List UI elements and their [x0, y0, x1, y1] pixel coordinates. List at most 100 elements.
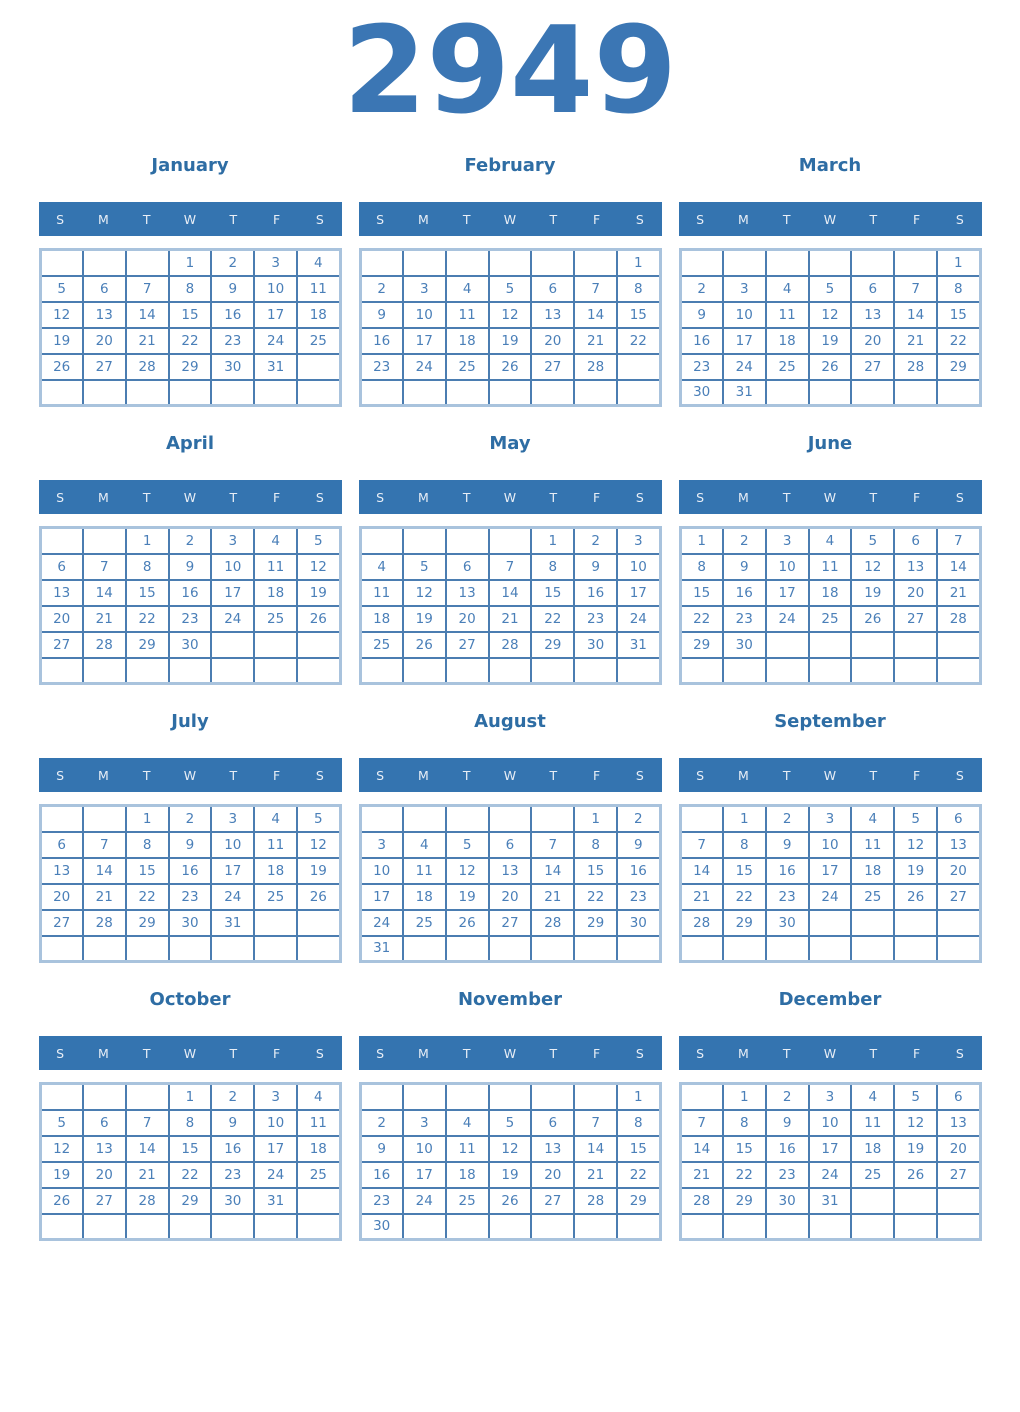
day-cell: 18 — [807, 578, 853, 607]
weekday-label: S — [635, 211, 644, 227]
day-cell: 5 — [296, 804, 341, 833]
day-cell: 3 — [359, 830, 404, 859]
month-days-table: 1 2 3 4 5 6 7 8 9 10 11 12 13 14 15 16 17 18 19 20 21 22 23 24 2… — [358, 804, 662, 963]
day-cell: 18 — [296, 300, 341, 329]
empty-day-cell — [850, 656, 896, 685]
empty-day-cell — [936, 378, 981, 407]
day-cell: 1 — [616, 1082, 661, 1111]
day-cell: 23 — [210, 326, 256, 355]
weekday-label: T — [549, 489, 558, 505]
day-cell: 8 — [124, 552, 170, 581]
weekday-label: S — [315, 489, 324, 505]
day-cell: 11 — [253, 552, 299, 581]
day-cell: 17 — [401, 326, 447, 355]
day-cell: 11 — [764, 300, 810, 329]
day-cell: 6 — [936, 1082, 981, 1111]
empty-day-cell — [167, 934, 213, 963]
week-row: 1 — [359, 248, 661, 277]
day-cell: 14 — [124, 1134, 170, 1163]
day-cell: 11 — [444, 1134, 490, 1163]
weekday-label: F — [592, 211, 601, 227]
day-cell: 11 — [296, 274, 341, 303]
day-cell: 4 — [850, 804, 896, 833]
day-cell: 14 — [530, 856, 576, 885]
day-cell: 16 — [359, 326, 404, 355]
month-days-table: 1 2 3 4 5 6 7 8 9 10 11 12 13 14 15 16 17 18 19 20 21 22 23 24 2… — [678, 248, 982, 407]
empty-day-cell — [850, 1186, 896, 1215]
day-cell: 11 — [253, 830, 299, 859]
weekday-label: S — [315, 767, 324, 783]
empty-day-cell — [253, 934, 299, 963]
weekday-label: T — [869, 211, 878, 227]
weekday-label: T — [142, 767, 151, 783]
day-cell: 26 — [39, 352, 84, 381]
empty-day-cell — [359, 804, 404, 833]
weekday-label: S — [696, 489, 705, 505]
week-row: 30 — [359, 1212, 661, 1241]
day-cell: 1 — [573, 804, 619, 833]
day-cell: 28 — [936, 604, 981, 633]
empty-day-cell — [210, 378, 256, 407]
day-cell: 4 — [764, 274, 810, 303]
day-cell: 13 — [444, 578, 490, 607]
day-cell: 11 — [296, 1108, 341, 1137]
week-row: 19 20 21 22 23 24 25 — [39, 1160, 341, 1189]
day-cell: 13 — [530, 1134, 576, 1163]
day-cell: 7 — [679, 830, 724, 859]
empty-day-cell — [807, 630, 853, 659]
day-cell: 4 — [253, 526, 299, 555]
week-row: 12 13 14 15 16 17 18 — [39, 1134, 341, 1163]
day-cell: 10 — [210, 552, 256, 581]
weekday-label: F — [272, 211, 281, 227]
weekday-label: W — [823, 489, 837, 505]
day-cell: 29 — [167, 352, 213, 381]
empty-day-cell — [39, 1082, 84, 1111]
week-row: 7 8 9 10 11 12 13 — [679, 1108, 981, 1137]
weekday-label: S — [955, 489, 964, 505]
day-cell: 14 — [81, 578, 127, 607]
day-cell: 7 — [573, 1108, 619, 1137]
day-cell: 29 — [573, 908, 619, 937]
day-cell: 21 — [679, 882, 724, 911]
day-cell: 21 — [124, 1160, 170, 1189]
weekday-label: M — [738, 211, 749, 227]
day-cell: 2 — [679, 274, 724, 303]
day-cell: 16 — [167, 856, 213, 885]
day-cell: 2 — [359, 274, 404, 303]
day-cell: 12 — [296, 830, 341, 859]
empty-day-cell — [81, 1212, 127, 1241]
week-row: 1 — [679, 248, 981, 277]
weekday-label: W — [183, 211, 197, 227]
day-cell: 15 — [616, 300, 661, 329]
day-cell: 17 — [807, 856, 853, 885]
day-cell: 4 — [444, 274, 490, 303]
day-cell: 22 — [721, 882, 767, 911]
day-cell: 6 — [893, 526, 939, 555]
empty-day-cell — [616, 378, 661, 407]
day-cell: 2 — [167, 526, 213, 555]
weekday-label: S — [635, 1045, 644, 1061]
empty-day-cell — [39, 378, 84, 407]
day-cell: 8 — [167, 274, 213, 303]
empty-day-cell — [487, 1082, 533, 1111]
day-cell: 21 — [81, 882, 127, 911]
empty-day-cell — [167, 378, 213, 407]
empty-day-cell — [487, 1212, 533, 1241]
weekday-label: T — [229, 211, 238, 227]
month-title: December — [778, 989, 882, 1010]
day-cell: 22 — [616, 326, 661, 355]
empty-day-cell — [39, 656, 84, 685]
day-cell: 31 — [253, 1186, 299, 1215]
day-cell: 19 — [444, 882, 490, 911]
week-row: 14 15 16 17 18 19 20 — [679, 1134, 981, 1163]
day-cell: 17 — [807, 1134, 853, 1163]
weekday-label: S — [56, 489, 65, 505]
weekday-label: M — [98, 211, 109, 227]
week-row — [39, 934, 341, 963]
